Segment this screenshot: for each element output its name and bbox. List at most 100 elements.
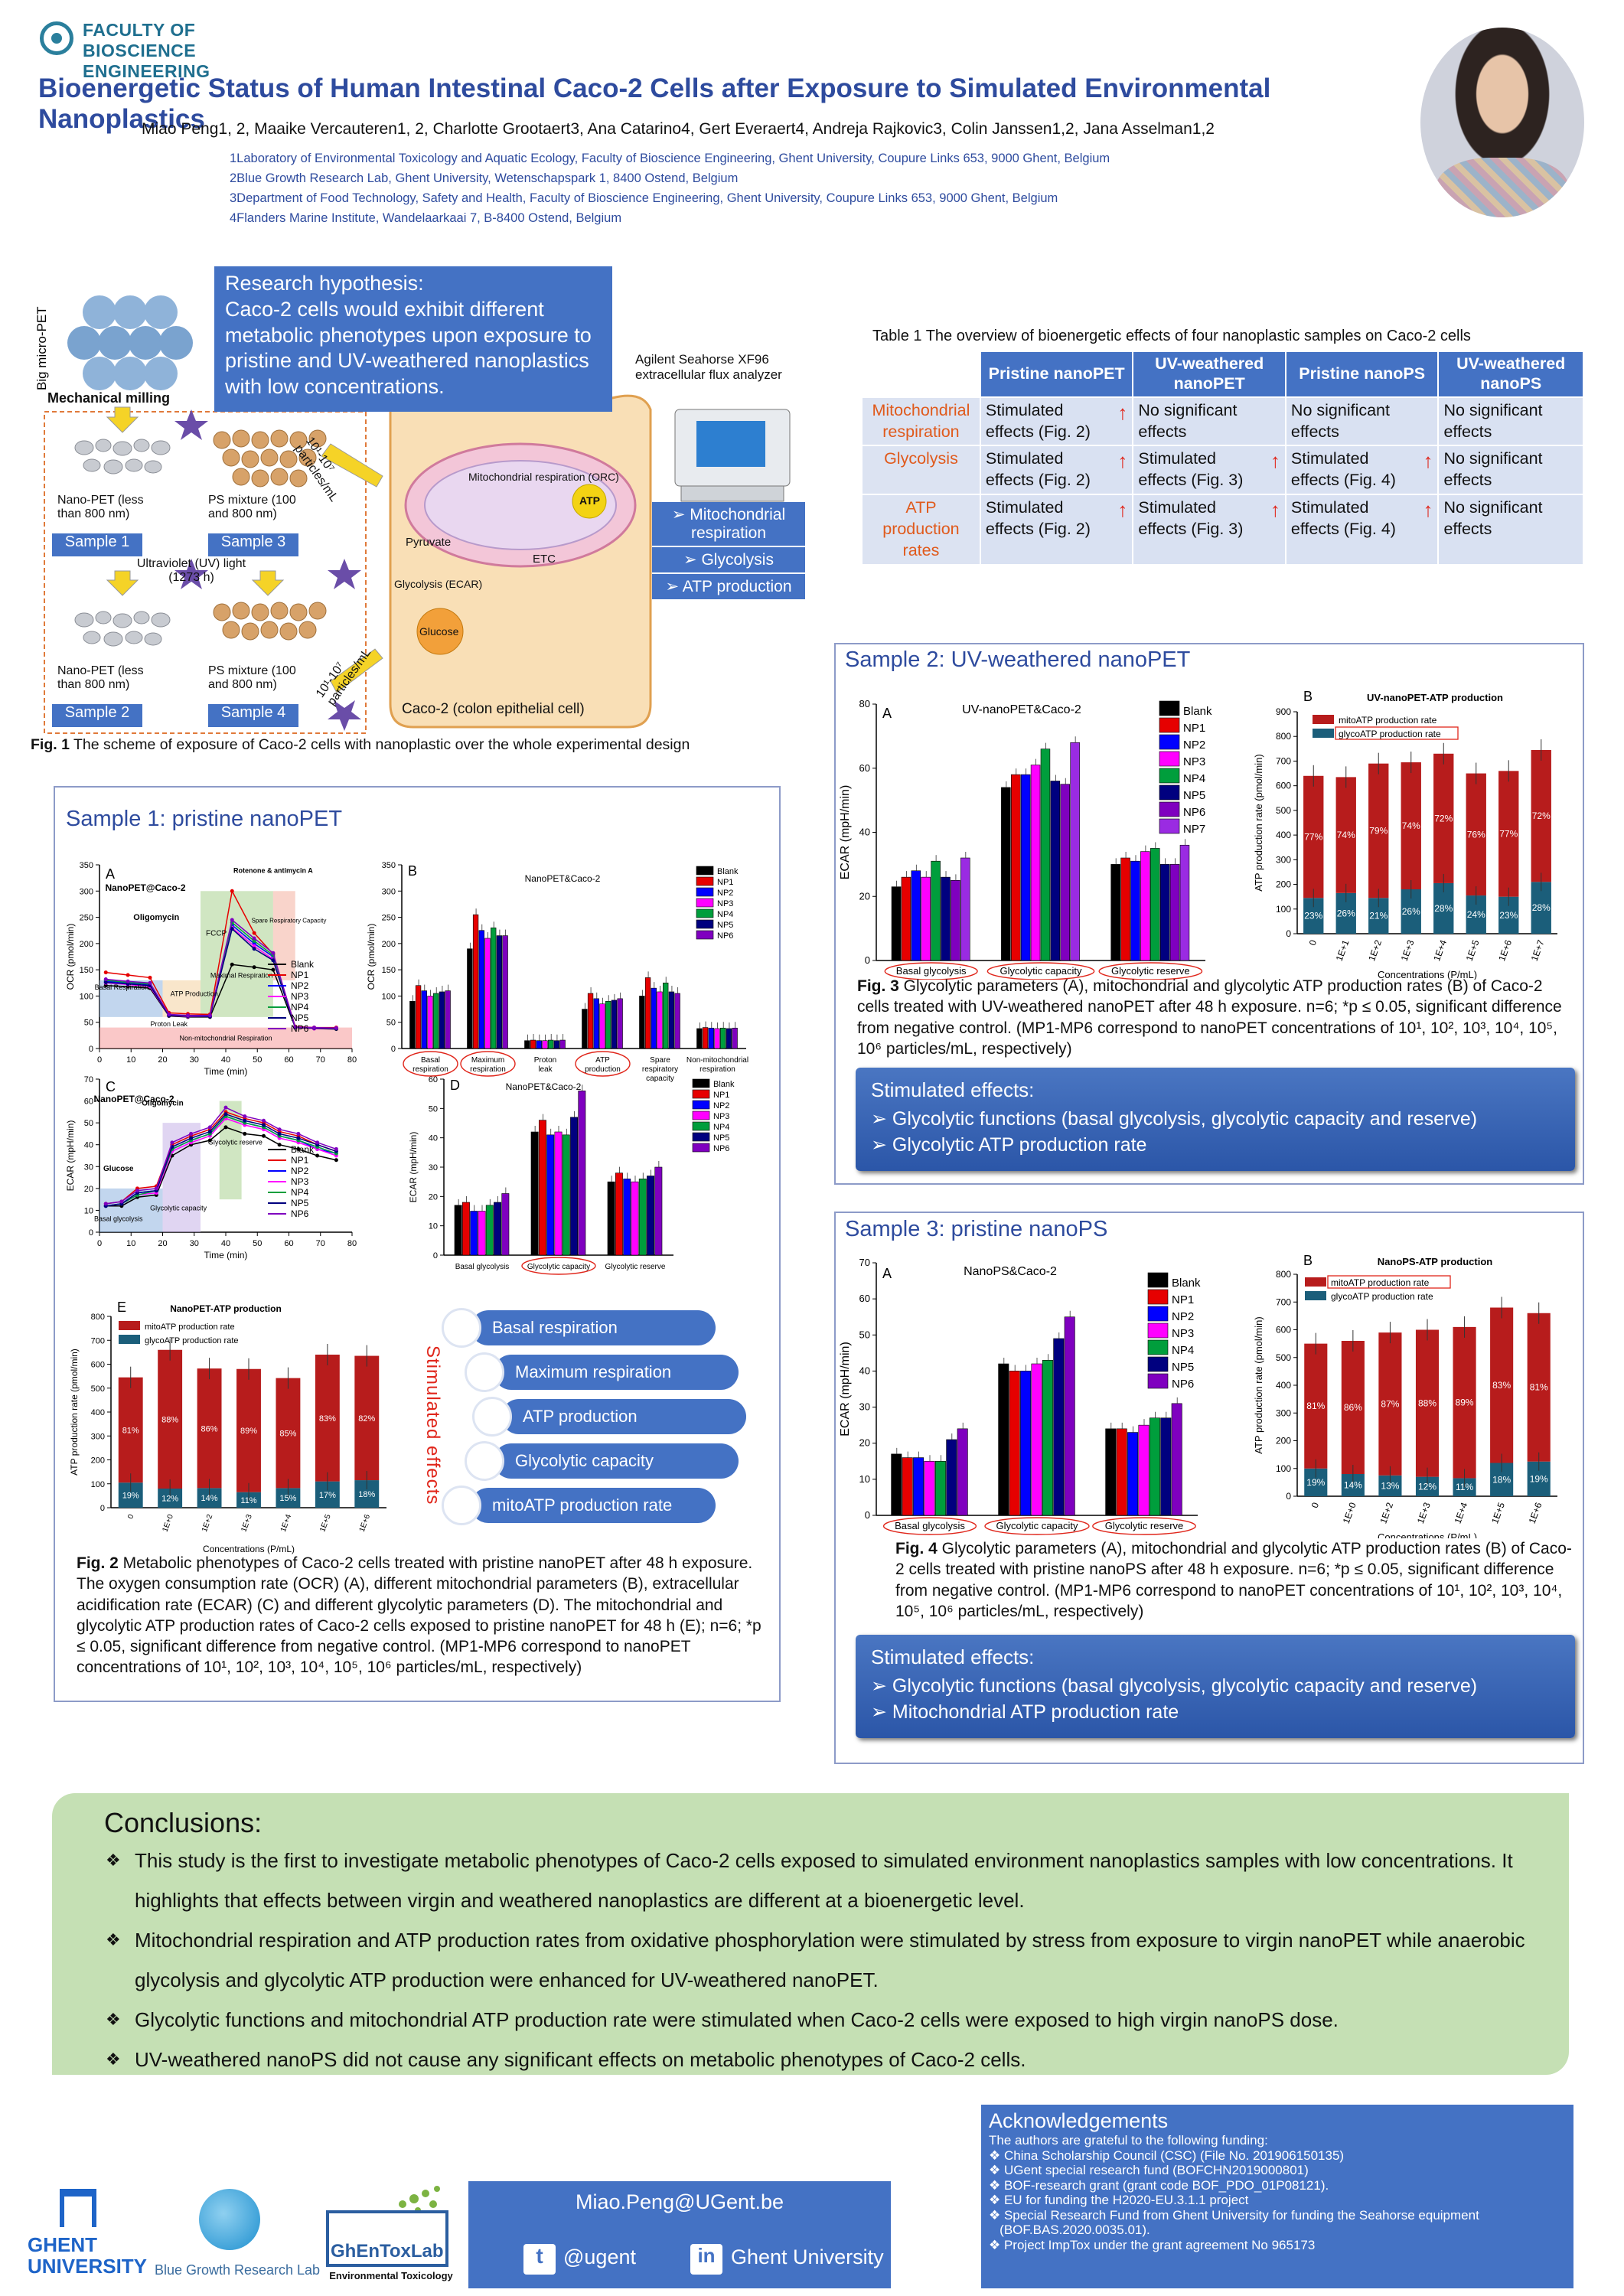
y-tick-label: 700 <box>1276 1296 1291 1307</box>
bar-mito <box>1303 775 1324 899</box>
y-tick-label: 20 <box>859 1437 870 1449</box>
fig2-caption: Fig. 2 Metabolic phenotypes of Caco-2 ce… <box>77 1553 765 1678</box>
legend-swatch <box>119 1335 140 1344</box>
data-point <box>252 947 256 951</box>
region-shade <box>162 980 201 1017</box>
ack-title: Acknowledgements <box>989 2109 1169 2132</box>
data-label-mito: 72% <box>1434 813 1453 823</box>
panel2-effect-2: ➢ Glycolytic ATP production rate <box>871 1133 1147 1156</box>
x-category-label: respiration <box>413 1065 448 1074</box>
stim-glycolytic-capacity: Glycolytic capacity <box>494 1443 739 1479</box>
panel2-effects: Stimulated effects: ➢ Glycolytic functio… <box>856 1068 1575 1171</box>
y-tick-label: 20 <box>84 1185 93 1194</box>
bar-mito <box>1466 773 1486 896</box>
x-category-label: Glycolytic reserve <box>1111 965 1190 977</box>
linkedin-icon[interactable]: in <box>690 2244 722 2275</box>
contact-box: Miao.Peng@UGent.be t @ugent in Ghent Uni… <box>468 2181 891 2288</box>
series-line <box>106 918 337 1029</box>
fig3-caption-text: Glycolytic parameters (A), mitochondrial… <box>857 977 1562 1058</box>
data-label-mito: 81% <box>122 1426 139 1435</box>
y-tick-label: 20 <box>859 890 870 902</box>
legend-label: glycoATP production rate <box>1339 729 1441 739</box>
data-point <box>271 951 276 955</box>
legend-label: NP6 <box>717 931 733 941</box>
data-label-mito: 77% <box>1304 832 1322 843</box>
x-tick-label: 80 <box>347 1055 357 1065</box>
legend-swatch <box>1147 1373 1169 1389</box>
data-point <box>315 1140 320 1145</box>
panel2-effects-title: Stimulated effects: <box>871 1078 1035 1101</box>
y-tick-label: 50 <box>386 1019 396 1028</box>
legend-swatch <box>696 908 714 918</box>
y-tick-label: 200 <box>382 940 396 949</box>
bar-mito <box>236 1368 261 1492</box>
circled-highlight <box>460 1051 516 1077</box>
data-point <box>293 1025 298 1029</box>
x-tick-label: 40 <box>221 1055 230 1065</box>
y-tick-label: 100 <box>1276 904 1291 915</box>
glucose-label: Glucose <box>419 625 459 638</box>
bar <box>491 927 497 1049</box>
up-arrow-icon: ↑ <box>1270 449 1280 473</box>
data-point <box>207 1138 212 1143</box>
legend-label: NP3 <box>1183 755 1205 768</box>
data-point <box>119 1199 124 1204</box>
y-tick-label: 200 <box>80 940 93 949</box>
sample-3-label: Sample 3 <box>208 533 298 556</box>
y-tick-label: 0 <box>433 1251 438 1261</box>
fig3-caption: Fig. 3 Glycolytic parameters (A), mitoch… <box>857 976 1577 1059</box>
bar <box>409 1000 416 1049</box>
ack-item: ❖ China Scholarship Council (CSC) (File … <box>989 2148 1345 2163</box>
bar <box>1070 742 1080 961</box>
research-hypothesis: Research hypothesis: Caco-2 cells would … <box>214 266 612 412</box>
annotation: Maximal Respiration <box>210 971 273 979</box>
data-point <box>223 1112 228 1117</box>
y-tick-label: 200 <box>91 1456 105 1466</box>
ack-item: ❖ BOF-research grant (grant code BOF_PDO… <box>989 2177 1329 2193</box>
legend-label: glycoATP production rate <box>145 1336 239 1345</box>
y-tick-label: 60 <box>429 1075 438 1084</box>
bar <box>1116 1428 1127 1516</box>
chart-title: UV-nanoPET-ATP production <box>1367 692 1503 703</box>
micro-pet-spheres <box>67 295 193 390</box>
y-tick-label: 800 <box>1276 731 1291 742</box>
ack-item: ❖ Project ImpTox under the grant agreeme… <box>989 2237 1316 2252</box>
panel-letter: A <box>106 866 115 882</box>
x-category-label: Glycolytic reserve <box>605 1263 666 1271</box>
twitter-icon[interactable]: t <box>523 2244 556 2275</box>
x-category-label: 0 <box>1307 938 1319 947</box>
ps-pristine-label: PS mixture (100 and 800 nm) <box>208 494 296 520</box>
ack-item: ❖ UGent special research fund (BOFCHN201… <box>989 2163 1309 2177</box>
data-label-glyco: 26% <box>1337 908 1355 918</box>
linkedin-handle[interactable]: Ghent University <box>731 2245 884 2268</box>
bar <box>1149 1417 1160 1516</box>
legend-label: NP4 <box>291 1002 309 1013</box>
x-tick-label: 60 <box>284 1055 293 1065</box>
email-link[interactable]: Miao.Peng@UGent.be <box>575 2190 784 2213</box>
up-arrow-icon: ↑ <box>1117 400 1128 424</box>
x-category-label: production <box>585 1065 621 1074</box>
bar <box>951 880 960 961</box>
bar <box>485 1205 494 1256</box>
bar <box>1160 1417 1172 1516</box>
legend-swatch <box>696 919 714 929</box>
ack-intro: The authors are grateful to the followin… <box>989 2133 1268 2148</box>
x-tick-label: 30 <box>190 1055 199 1065</box>
y-tick-label: 350 <box>80 861 93 870</box>
table1-header: UV-weathered nanoPS <box>1437 351 1584 398</box>
data-point <box>126 973 130 977</box>
legend-swatch <box>1159 801 1180 817</box>
bar <box>559 1039 566 1049</box>
panel2-title: Sample 2: UV-weathered nanoPET <box>845 647 1191 672</box>
bar <box>1001 787 1011 961</box>
table1-cell: No significant effects <box>1132 396 1286 447</box>
twitter-handle[interactable]: @ugent <box>563 2245 636 2268</box>
bar <box>1179 844 1190 961</box>
data-point <box>230 889 234 893</box>
legend-label: NP1 <box>291 1155 309 1166</box>
data-point <box>312 1026 316 1030</box>
y-tick-label: 700 <box>1276 755 1291 766</box>
legend-label: Blank <box>713 1080 735 1089</box>
data-point <box>252 944 256 948</box>
panel-letter: E <box>117 1300 126 1315</box>
